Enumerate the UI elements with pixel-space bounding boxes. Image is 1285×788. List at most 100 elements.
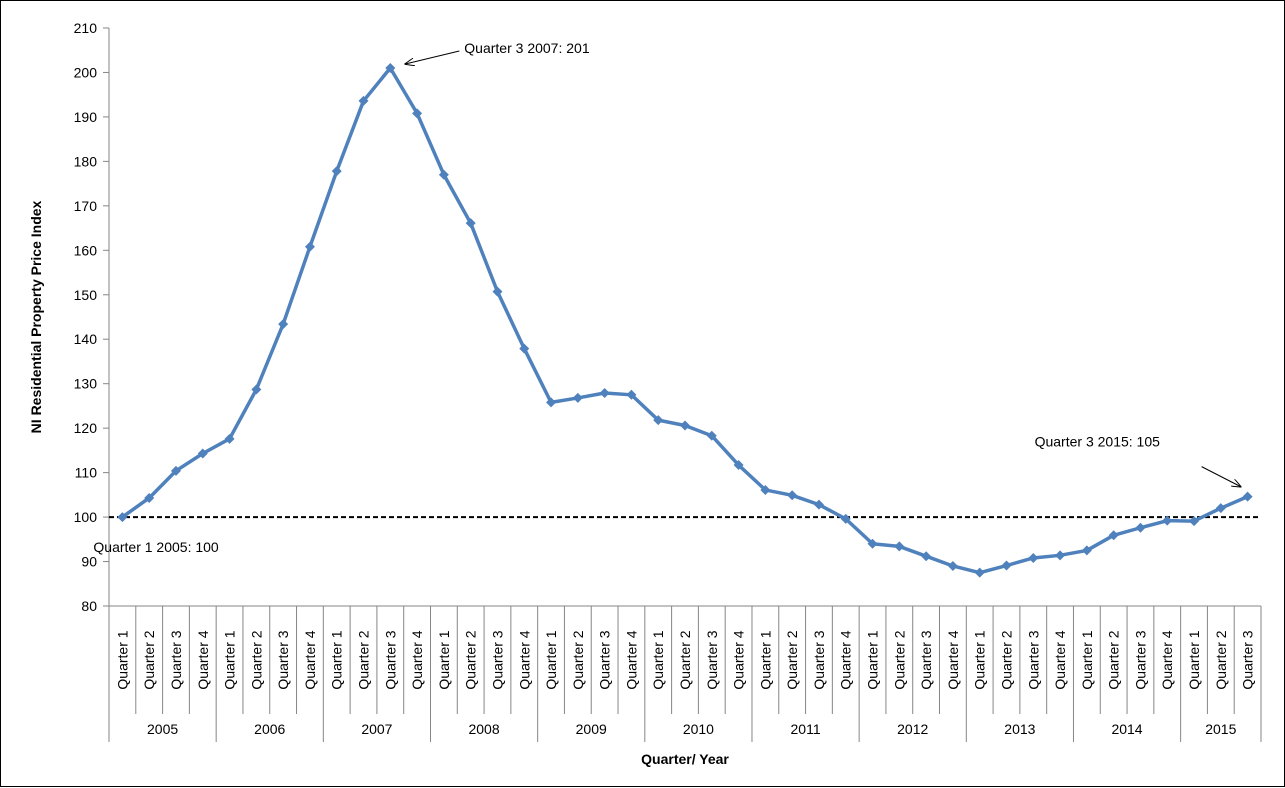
x-quarter-label: Quarter 3 (597, 630, 613, 689)
data-point (1081, 545, 1092, 556)
y-tick-label: 100 (74, 509, 98, 525)
x-quarter-label: Quarter 2 (998, 630, 1014, 689)
x-quarter-label: Quarter 3 (382, 630, 398, 689)
x-quarter-label: Quarter 2 (1213, 630, 1229, 689)
annotation-peak: Quarter 3 2007: 201 (464, 40, 590, 56)
data-point (1135, 522, 1146, 533)
x-quarter-label: Quarter 2 (891, 630, 907, 689)
annotation-arrow (405, 50, 460, 64)
x-quarter-label: Quarter 4 (302, 630, 318, 689)
annotation-latest: Quarter 3 2015: 105 (1035, 434, 1161, 450)
data-point (117, 512, 128, 523)
x-quarter-label: Quarter 1 (222, 630, 238, 689)
data-point (813, 499, 824, 510)
x-quarter-label: Quarter 4 (516, 630, 532, 689)
data-point (358, 95, 369, 106)
x-quarter-label: Quarter 3 (1025, 630, 1041, 689)
x-year-label: 2011 (791, 721, 821, 737)
x-year-label: 2008 (468, 721, 499, 737)
x-quarter-label: Quarter 1 (543, 630, 559, 689)
data-point (385, 63, 396, 74)
x-year-label: 2015 (1205, 721, 1236, 737)
x-axis-title: Quarter/ Year (641, 751, 729, 767)
data-point (170, 465, 181, 476)
x-quarter-label: Quarter 2 (677, 630, 693, 689)
y-tick-label: 210 (74, 20, 98, 36)
x-quarter-label: Quarter 3 (918, 630, 934, 689)
data-point (867, 538, 878, 549)
x-quarter-label: Quarter 4 (195, 630, 211, 689)
x-quarter-label: Quarter 1 (650, 630, 666, 689)
series-line (121, 66, 1249, 575)
x-quarter-label: Quarter 2 (570, 630, 586, 689)
data-point (1242, 491, 1253, 502)
data-point (572, 392, 583, 403)
y-tick-label: 120 (74, 420, 98, 436)
data-point (1162, 515, 1173, 526)
data-point (251, 384, 262, 395)
x-quarter-label: Quarter 2 (463, 630, 479, 689)
x-year-label: 2010 (683, 721, 714, 737)
x-quarter-label: Quarter 1 (865, 630, 881, 689)
x-quarter-label: Quarter 1 (1186, 630, 1202, 689)
data-point (1001, 560, 1012, 571)
x-quarter-label: Quarter 2 (1106, 630, 1122, 689)
y-tick-label: 200 (74, 64, 98, 80)
y-tick-label: 140 (74, 331, 98, 347)
data-point (1189, 516, 1200, 527)
annotation-arrow (1201, 466, 1241, 487)
x-year-label: 2012 (897, 721, 928, 737)
y-tick-label: 180 (74, 153, 98, 169)
y-tick-label: 190 (74, 109, 98, 125)
x-year-label: 2007 (361, 721, 392, 737)
x-quarter-label: Quarter 3 (168, 630, 184, 689)
x-quarter-label: Quarter 4 (731, 630, 747, 689)
y-axis-title: NI Residential Property Price Index (28, 200, 44, 433)
data-point (1108, 530, 1119, 541)
x-quarter-label: Quarter 4 (1159, 630, 1175, 689)
data-point (921, 551, 932, 562)
x-quarter-label: Quarter 2 (356, 630, 372, 689)
data-point (733, 460, 744, 471)
x-quarter-label: Quarter 3 (489, 630, 505, 689)
x-quarter-label: Quarter 1 (1079, 630, 1095, 689)
data-point (760, 484, 771, 495)
data-point (974, 567, 985, 578)
y-tick-label: 130 (74, 376, 98, 392)
x-quarter-label: Quarter 1 (436, 630, 452, 689)
data-point (465, 218, 476, 229)
data-point (653, 415, 664, 426)
data-point (412, 108, 423, 119)
x-quarter-label: Quarter 4 (945, 630, 961, 689)
data-point (1215, 503, 1226, 514)
x-quarter-label: Quarter 2 (784, 630, 800, 689)
data-point (224, 433, 235, 444)
x-quarter-label: Quarter 1 (329, 630, 345, 689)
data-point (894, 541, 905, 552)
data-point (706, 430, 717, 441)
x-year-label: 2014 (1111, 721, 1142, 737)
x-quarter-label: Quarter 4 (409, 630, 425, 689)
x-quarter-label: Quarter 4 (1052, 630, 1068, 689)
x-quarter-label: Quarter 3 (811, 630, 827, 689)
x-year-label: 2005 (147, 721, 178, 737)
data-point (1028, 552, 1039, 563)
x-quarter-label: Quarter 4 (838, 630, 854, 689)
annotation-base: Quarter 1 2005: 100 (93, 539, 219, 555)
x-quarter-label: Quarter 1 (972, 630, 988, 689)
data-point (840, 513, 851, 524)
x-quarter-label: Quarter 2 (141, 630, 157, 689)
y-tick-label: 170 (74, 198, 98, 214)
data-point (546, 397, 557, 408)
data-point (304, 241, 315, 252)
y-tick-label: 160 (74, 242, 98, 258)
data-point (787, 490, 798, 501)
x-quarter-label: Quarter 1 (757, 630, 773, 689)
x-year-label: 2013 (1004, 721, 1035, 737)
data-point (947, 560, 958, 571)
data-point (492, 286, 503, 297)
x-quarter-label: Quarter 1 (114, 630, 130, 689)
x-quarter-label: Quarter 2 (248, 630, 264, 689)
data-point (331, 166, 342, 177)
